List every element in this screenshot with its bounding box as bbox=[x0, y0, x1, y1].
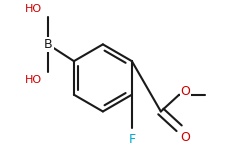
Text: B: B bbox=[44, 38, 52, 51]
Text: HO: HO bbox=[25, 4, 42, 14]
Text: HO: HO bbox=[25, 75, 42, 85]
Text: F: F bbox=[128, 133, 136, 146]
Text: O: O bbox=[181, 85, 190, 98]
Text: O: O bbox=[181, 131, 190, 144]
